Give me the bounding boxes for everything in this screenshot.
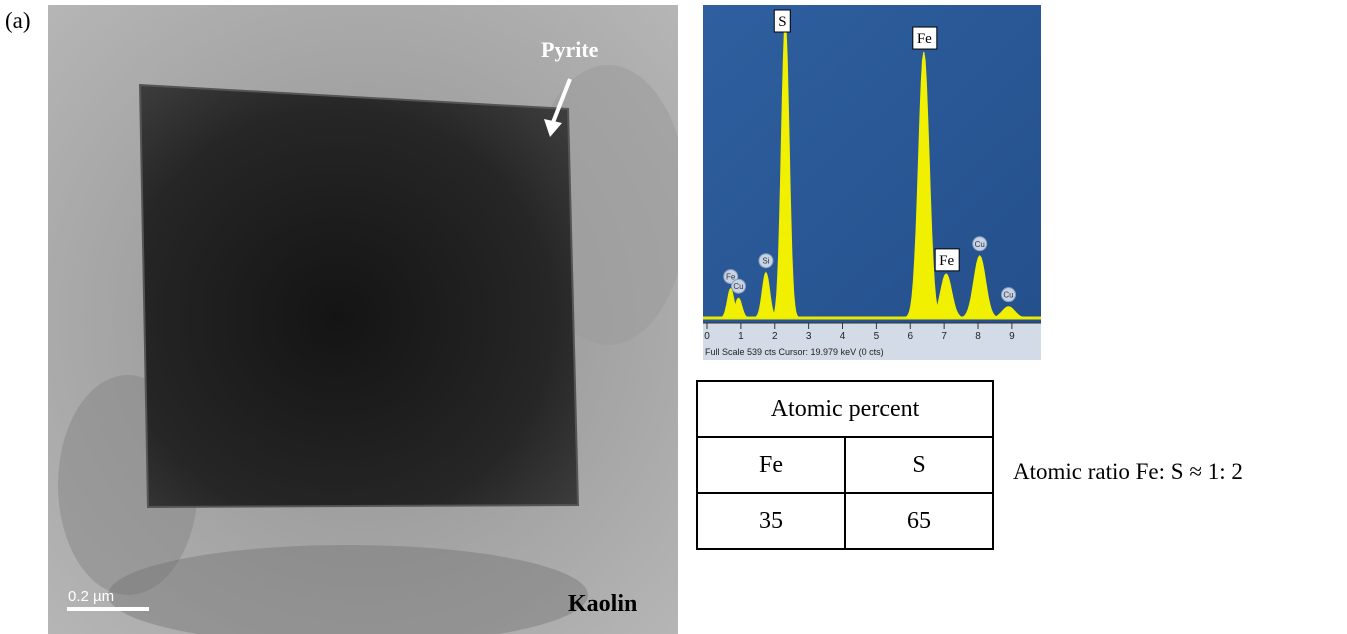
micrograph: Pyrite Kaolin 0.2 µm <box>48 5 678 634</box>
peak-label: S <box>778 14 786 30</box>
peak-label: Fe <box>917 31 932 47</box>
x-tick-label: 3 <box>806 331 812 342</box>
region-label: Kaolin <box>568 591 637 617</box>
x-tick-label: 8 <box>975 331 981 342</box>
annotation: Pyrite <box>541 37 599 62</box>
peak-label: Cu <box>975 240 985 249</box>
peak-label: Si <box>762 257 769 266</box>
page: (a) Pyrite Kaolin 0.2 µm 0 1 2 3 4 5 6 7 8 9 Full … <box>0 0 1347 634</box>
x-tick-label: 2 <box>772 331 778 342</box>
spectrum-footer: Full Scale 539 cts Cursor: 19.979 keV (0… <box>705 347 884 357</box>
ratio-note: Atomic ratio Fe: S ≈ 1: 2 <box>1013 459 1243 485</box>
column-label: S <box>845 437 993 493</box>
x-tick-label: 7 <box>941 331 947 342</box>
x-tick-label: 6 <box>907 331 913 342</box>
x-tick-label: 5 <box>874 331 880 342</box>
column-label: Fe <box>697 437 845 493</box>
cell: 35 <box>697 493 845 549</box>
table-header: Atomic percent <box>697 381 993 437</box>
x-tick-label: 0 <box>704 331 710 342</box>
x-tick-label: 9 <box>1009 331 1015 342</box>
eds-spectrum: 0 1 2 3 4 5 6 7 8 9 Full Scale 539 cts Cursor: 19.… <box>703 5 1041 360</box>
peak-label: Fe <box>939 253 954 269</box>
peak-label: Cu <box>1003 291 1013 300</box>
peak-label: Cu <box>733 282 743 291</box>
x-tick-label: 4 <box>840 331 846 342</box>
panel-label: (a) <box>5 8 31 34</box>
cell: 65 <box>845 493 993 549</box>
scale-bar-label: 0.2 µm <box>68 588 114 605</box>
x-tick-label: 1 <box>738 331 744 342</box>
